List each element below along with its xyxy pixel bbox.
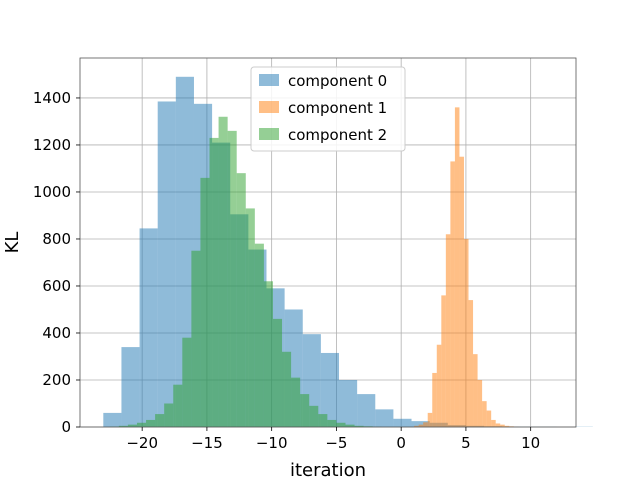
histogram-bar [478, 380, 483, 427]
histogram-bar [146, 420, 155, 427]
y-tick-label: 800 [42, 230, 71, 248]
histogram-bar [103, 413, 121, 427]
x-tick-label: −20 [126, 434, 158, 452]
histogram-bar [210, 138, 219, 427]
histogram-bar [255, 244, 264, 427]
histogram-bar [137, 423, 146, 427]
histogram-bar [487, 411, 492, 427]
x-tick-label: −5 [325, 434, 347, 452]
legend-swatch [259, 101, 279, 113]
histogram-bar [482, 401, 487, 427]
histogram-bar [182, 338, 191, 427]
histogram-bar [291, 378, 300, 427]
histogram-bar [496, 423, 501, 427]
histogram-bar [336, 423, 345, 427]
legend-label: component 0 [288, 72, 387, 90]
histogram-bar [164, 403, 173, 427]
histogram-bar [327, 420, 336, 427]
histogram-bar [393, 419, 411, 427]
histogram-bar [246, 208, 255, 427]
x-tick-label: −15 [191, 434, 223, 452]
x-tick-label: 0 [396, 434, 406, 452]
histogram-bar [473, 354, 478, 427]
histogram-bar [357, 394, 375, 427]
histogram-bar [158, 101, 176, 427]
histogram-bar [140, 228, 158, 427]
y-tick-label: 1400 [33, 89, 71, 107]
histogram-bar [428, 413, 433, 427]
histogram-bar [437, 345, 442, 427]
histogram-bar [339, 380, 357, 427]
histogram-bar [191, 251, 200, 427]
legend-label: component 2 [288, 126, 387, 144]
legend-swatch [259, 74, 279, 86]
histogram-bar [469, 300, 474, 427]
histogram-bar [264, 281, 273, 427]
histogram-bar [273, 319, 282, 427]
x-tick-label: −10 [256, 434, 288, 452]
histogram-bar [441, 295, 446, 427]
y-tick-label: 0 [61, 418, 71, 436]
histogram-bar [237, 173, 246, 427]
histogram-bar [446, 234, 451, 427]
legend-label: component 1 [288, 99, 387, 117]
histogram-bar [309, 406, 318, 427]
x-tick-label: 10 [521, 434, 540, 452]
y-tick-label: 1000 [33, 183, 71, 201]
y-tick-label: 200 [42, 371, 71, 389]
histogram-bar [300, 394, 309, 427]
histogram-bar [455, 107, 460, 427]
histogram-bar [464, 239, 469, 427]
histogram-bar [450, 161, 455, 427]
histogram-bar [432, 373, 437, 427]
histogram-bar [318, 414, 327, 427]
histogram-bar [121, 347, 139, 427]
x-tick-label: 5 [461, 434, 471, 452]
histogram-bar [228, 131, 237, 427]
histogram-bar [282, 352, 291, 427]
histogram-bar [375, 409, 393, 427]
legend-swatch [259, 128, 279, 140]
y-axis-label: KL [2, 232, 23, 254]
y-tick-label: 400 [42, 324, 71, 342]
histogram-bar [491, 420, 496, 427]
histogram-bar [459, 157, 464, 427]
y-tick-label: 1200 [33, 136, 71, 154]
y-tick-label: 600 [42, 277, 71, 295]
histogram-bar [423, 422, 428, 427]
x-axis-label: iteration [290, 460, 366, 480]
histogram-bar [200, 178, 209, 427]
histogram-bar [155, 414, 164, 427]
histogram-bar [173, 385, 182, 427]
histogram-bar [219, 117, 228, 427]
